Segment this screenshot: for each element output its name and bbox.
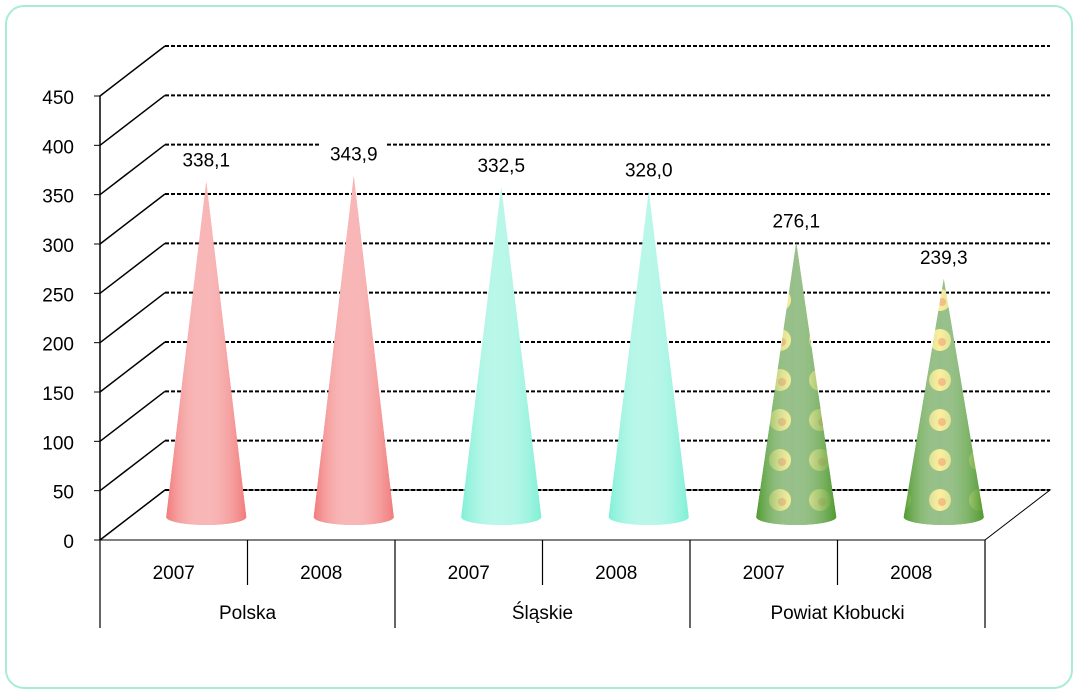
grid-line bbox=[99, 341, 166, 393]
grid: 0 50 100 150 200 250 300 350 400 450 2007 2008 2007 2… bbox=[42, 45, 1052, 628]
value-label-bg bbox=[763, 208, 830, 233]
value-label: 328,0 bbox=[625, 160, 673, 181]
value-label-bg bbox=[320, 141, 387, 166]
value-label-bg bbox=[910, 244, 977, 269]
grid-line bbox=[99, 242, 166, 294]
value-label: 343,9 bbox=[330, 145, 378, 166]
grid-line bbox=[99, 390, 166, 442]
x-tick-label: 2008 bbox=[300, 563, 342, 584]
grid-line bbox=[99, 292, 166, 344]
y-tick-label: 400 bbox=[42, 137, 74, 158]
y-tick-label: 450 bbox=[42, 88, 74, 109]
x-tick-label: 2007 bbox=[153, 563, 195, 584]
grid-line bbox=[99, 489, 166, 541]
value-label-bg bbox=[615, 157, 682, 182]
value-label: 332,5 bbox=[477, 156, 525, 177]
x-tick-label: 2007 bbox=[743, 563, 785, 584]
y-tick-label: 200 bbox=[42, 335, 74, 356]
grid-line bbox=[99, 94, 166, 146]
y-tick-label: 250 bbox=[42, 285, 74, 306]
value-label-bg bbox=[173, 147, 240, 172]
value-label: 338,1 bbox=[182, 150, 230, 171]
x-tick-label: 2008 bbox=[890, 563, 932, 584]
value-label: 239,3 bbox=[920, 248, 968, 269]
group-label: Śląskie bbox=[512, 602, 573, 624]
chart-frame bbox=[5, 5, 1073, 689]
y-tick-label: 150 bbox=[42, 384, 74, 405]
y-tick-label: 0 bbox=[63, 532, 74, 553]
value-label: 276,1 bbox=[772, 212, 820, 233]
group-label: Powiat Kłobucki bbox=[770, 603, 904, 624]
y-tick-label: 300 bbox=[42, 236, 74, 257]
grid-line bbox=[99, 193, 166, 245]
x-tick-label: 2007 bbox=[448, 563, 490, 584]
y-tick-label: 50 bbox=[53, 483, 74, 504]
grid-line bbox=[99, 45, 166, 97]
y-tick-label: 100 bbox=[42, 433, 74, 454]
grid-line bbox=[99, 144, 166, 196]
value-label-bg bbox=[468, 152, 535, 177]
group-label: Polska bbox=[219, 603, 276, 624]
y-tick-label: 350 bbox=[42, 187, 74, 208]
x-tick-label: 2008 bbox=[595, 563, 637, 584]
grid-line bbox=[99, 440, 166, 492]
